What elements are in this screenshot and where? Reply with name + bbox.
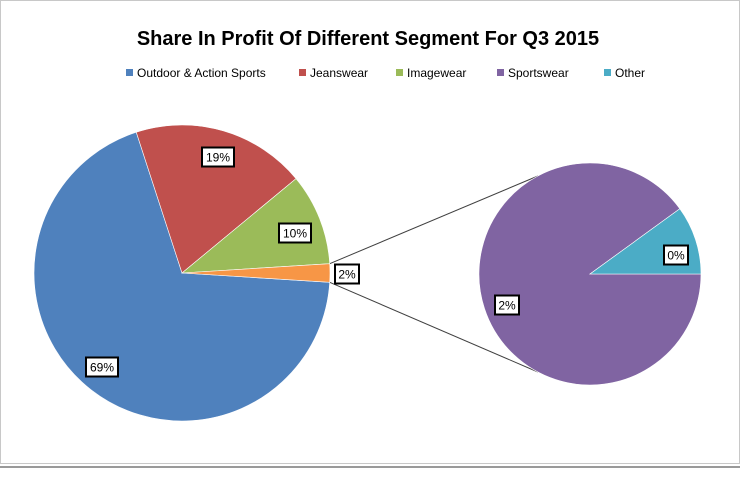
data-label-main-outdoor-action-sports-box — [85, 356, 119, 378]
connector-line-bottom — [329, 281, 539, 373]
main-slice-outdoor-action-sports — [33, 131, 331, 422]
secondary-pie — [478, 162, 702, 386]
legend-label-sportswear: Sportswear — [508, 66, 569, 80]
legend-swatch-jeanswear — [299, 69, 306, 76]
data-label-main-outdoor-action-sports: 69% — [90, 361, 114, 375]
main-slice-imagewear — [181, 178, 331, 274]
legend-label-other: Other — [615, 66, 645, 80]
data-label-main-other-grouped-box — [334, 263, 360, 285]
data-label-main-jeanswear-box — [201, 146, 235, 168]
main-pie — [33, 124, 331, 422]
connector-lines — [329, 175, 539, 373]
chart-title: Share In Profit Of Different Segment For… — [137, 28, 599, 50]
data-label-secondary-sportswear: 2% — [498, 299, 516, 313]
data-label-secondary-other-box — [663, 244, 689, 266]
connector-line-top — [329, 175, 539, 265]
data-label-main-other-grouped: 2% — [338, 268, 356, 282]
main-slice-jeanswear — [135, 124, 297, 274]
data-label-secondary-other: 0% — [667, 249, 685, 263]
legend-label-jeanswear: Jeanswear — [310, 66, 368, 80]
legend-label-outdoor-action-sports: Outdoor & Action Sports — [137, 66, 266, 80]
legend-label-imagewear: Imagewear — [407, 66, 466, 80]
legend-swatch-other — [604, 69, 611, 76]
legend-swatch-outdoor-action-sports — [126, 69, 133, 76]
data-label-secondary-sportswear-box — [494, 294, 520, 316]
main-slice-other-grouped — [181, 263, 331, 283]
data-label-main-imagewear-box — [278, 222, 312, 244]
data-labels: 69% 19% 10% 2% 2% 0% — [85, 146, 689, 378]
legend-swatch-imagewear — [396, 69, 403, 76]
data-label-main-jeanswear: 19% — [206, 151, 230, 165]
legend-swatch-sportswear — [497, 69, 504, 76]
legend: Outdoor & Action Sports Jeanswear Imagewea… — [126, 66, 645, 80]
data-label-main-imagewear: 10% — [283, 227, 307, 241]
